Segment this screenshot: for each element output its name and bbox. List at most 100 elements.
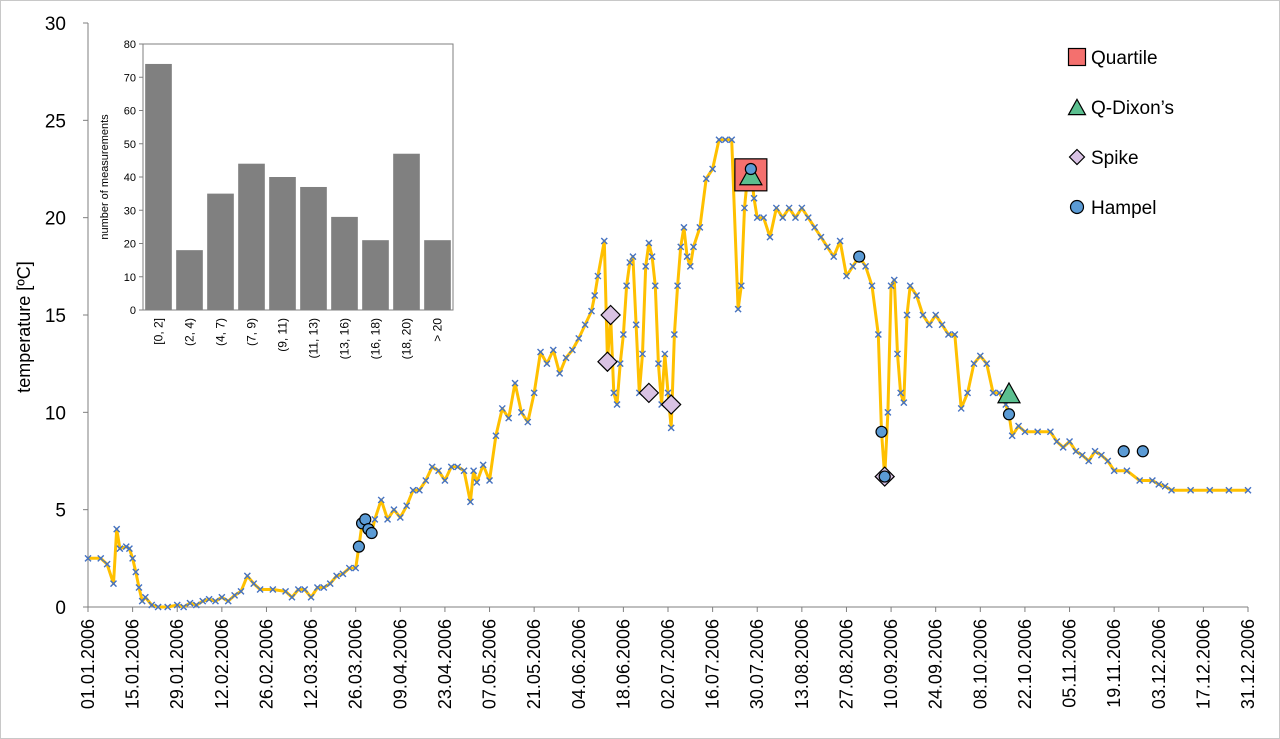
data-point xyxy=(1155,480,1163,488)
data-point xyxy=(129,554,137,562)
data-point xyxy=(661,350,669,358)
data-point xyxy=(294,585,302,593)
histogram-bar xyxy=(145,63,172,311)
y-tick-label: 0 xyxy=(55,598,66,619)
x-tick-label: 26.03.2006 xyxy=(346,619,366,709)
data-point xyxy=(1059,443,1067,451)
data-point xyxy=(460,467,468,475)
hampel-outlier xyxy=(853,250,866,263)
data-point xyxy=(1021,428,1029,436)
histogram-category-label: (13, 16) xyxy=(338,318,352,359)
data-point xyxy=(441,476,449,484)
data-point xyxy=(890,276,898,284)
x-tick-label: 04.06.2006 xyxy=(569,619,589,709)
hampel-outlier xyxy=(744,162,757,176)
histogram-y-tick-label: 30 xyxy=(124,205,136,217)
data-point xyxy=(944,330,952,338)
data-point xyxy=(913,292,921,300)
data-point xyxy=(84,554,92,562)
data-point xyxy=(103,560,111,568)
data-point xyxy=(1168,486,1176,494)
data-point xyxy=(326,580,334,588)
data-point xyxy=(581,321,589,329)
data-point xyxy=(830,253,838,261)
data-point xyxy=(632,321,640,329)
data-point xyxy=(479,461,487,469)
x-tick-label: 12.03.2006 xyxy=(301,619,321,709)
data-point xyxy=(1053,438,1061,446)
data-point xyxy=(642,262,650,270)
data-point xyxy=(938,321,946,329)
data-point xyxy=(530,389,538,397)
histogram-bar xyxy=(424,240,451,310)
x-tick-label: 23.04.2006 xyxy=(435,619,455,709)
data-point xyxy=(1008,432,1016,440)
histogram-bar xyxy=(176,250,203,310)
data-point xyxy=(696,223,704,231)
data-point xyxy=(785,204,793,212)
histogram-bar xyxy=(207,193,234,310)
histogram-category-label: (11, 13) xyxy=(307,318,321,358)
histogram-y-tick-label: 0 xyxy=(130,305,136,317)
data-point xyxy=(680,223,688,231)
legend-label-spike: Spike xyxy=(1091,148,1139,169)
x-tick-label: 03.12.2006 xyxy=(1149,619,1169,709)
x-tick-label: 16.07.2006 xyxy=(703,619,723,709)
data-point xyxy=(613,401,621,409)
data-point xyxy=(1244,486,1252,494)
data-point xyxy=(384,515,392,523)
data-point xyxy=(951,330,959,338)
data-point xyxy=(804,214,812,222)
data-point xyxy=(591,292,599,300)
data-point xyxy=(543,360,551,368)
data-point xyxy=(709,165,717,173)
data-point xyxy=(333,572,341,580)
data-point xyxy=(715,136,723,144)
data-point xyxy=(664,389,672,397)
data-point xyxy=(154,603,162,611)
data-point xyxy=(976,352,984,360)
data-point xyxy=(654,360,662,368)
data-point xyxy=(619,330,627,338)
data-point xyxy=(766,233,774,241)
data-point xyxy=(629,253,637,261)
data-point xyxy=(823,243,831,251)
data-point xyxy=(610,389,618,397)
data-point xyxy=(562,354,570,362)
data-point xyxy=(686,262,694,270)
data-point xyxy=(836,237,844,245)
data-point xyxy=(390,506,398,514)
x-tick-label: 19.11.2006 xyxy=(1104,619,1124,708)
data-point xyxy=(250,580,258,588)
data-point xyxy=(313,584,321,592)
y-tick-label: 10 xyxy=(45,403,66,424)
hampel-outlier xyxy=(1117,445,1130,458)
data-point xyxy=(1187,486,1195,494)
x-tick-label: 02.07.2006 xyxy=(658,619,678,709)
data-point xyxy=(486,476,494,484)
data-point xyxy=(779,214,787,222)
data-point xyxy=(415,486,423,494)
data-point xyxy=(623,282,631,290)
histogram-y-tick-label: 70 xyxy=(124,72,136,84)
data-point xyxy=(1110,467,1118,475)
data-point xyxy=(753,214,761,222)
x-tick-label: 24.09.2006 xyxy=(926,619,946,709)
data-point xyxy=(466,498,474,506)
temperature-markers xyxy=(84,136,1252,611)
legend-label-q_dixon: Q-Dixon’s xyxy=(1091,98,1174,119)
data-point xyxy=(537,348,545,356)
x-tick-label: 07.05.2006 xyxy=(480,619,500,709)
data-point xyxy=(345,564,353,572)
x-tick-label: 15.01.2006 xyxy=(123,619,143,709)
histogram-category-label: (16, 18) xyxy=(369,318,383,359)
data-point xyxy=(205,595,213,603)
legend-label-quartile: Quartile xyxy=(1091,48,1158,69)
hampel-outlier xyxy=(1002,408,1016,421)
data-point xyxy=(970,360,978,368)
histogram-bar xyxy=(331,216,358,310)
data-point xyxy=(690,243,697,251)
data-point xyxy=(791,214,799,222)
data-point xyxy=(677,243,685,251)
